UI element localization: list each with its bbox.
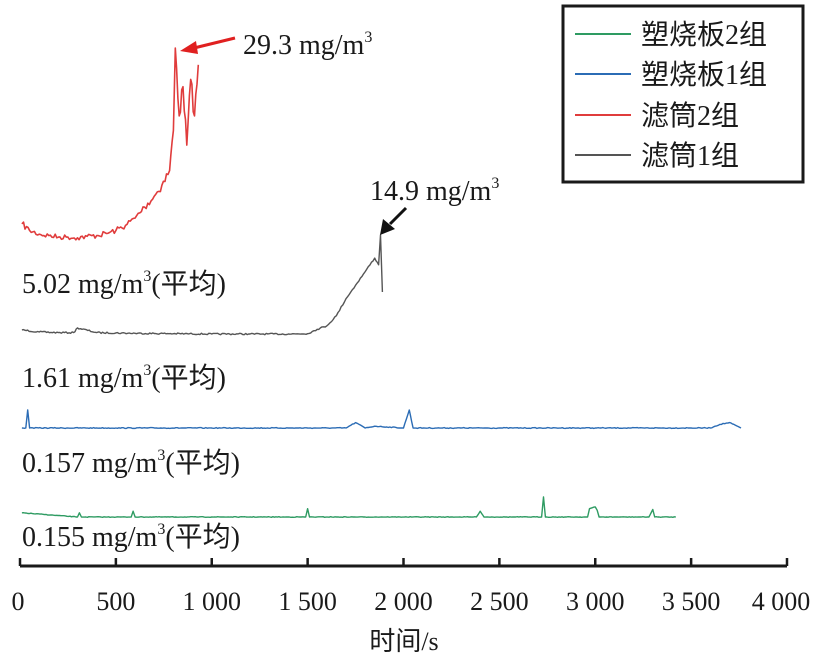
avg-label-board1-sup: 3 <box>143 362 151 379</box>
peak-arrow-red-head <box>180 41 198 54</box>
x-tick-label: 4 000 <box>752 587 811 616</box>
avg-label-board2-a-text: 0.157 mg/m <box>22 448 158 479</box>
x-tick-label: 2 000 <box>374 587 433 616</box>
avg-label-board1-text: 1.61 mg/m <box>22 363 144 394</box>
legend: 塑烧板2组 塑烧板1组 滤筒2组 滤筒1组 <box>561 4 805 184</box>
legend-frame <box>561 4 805 184</box>
legend-label-board1: 塑烧板1组 <box>641 59 767 91</box>
series-line-board1 <box>21 409 742 430</box>
annotations: 29.3 mg/m3 14.9 mg/m3 5.02 mg/m3(平均) 1.6… <box>22 29 499 553</box>
avg-label-board2-a-suffix: (平均) <box>165 447 240 479</box>
avg-label-filter1-suffix: (平均) <box>151 268 226 300</box>
x-tick-label: 0 <box>12 587 25 616</box>
peak-label-filter2-text: 29.3 mg/m <box>243 30 365 61</box>
peak-label-filter2-sup: 3 <box>364 29 372 46</box>
peak-label-filter1-sup: 3 <box>491 175 499 192</box>
series-layer <box>21 47 742 518</box>
legend-label-filter1: 滤筒1组 <box>641 140 739 172</box>
x-tick-label: 500 <box>96 587 135 616</box>
series-line-board2 <box>21 496 676 518</box>
x-axis-ticks: 0 500 1 000 1 500 2 000 2 500 3 000 3 500 4 000 <box>12 558 811 616</box>
series-line-filter2 <box>21 47 200 241</box>
legend-item-board1: 塑烧板1组 <box>575 59 767 91</box>
legend-item-filter1: 滤筒1组 <box>575 140 739 172</box>
avg-label-board2-a-sup: 3 <box>157 447 165 464</box>
avg-label-board2-b: 0.155 mg/m3(平均) <box>22 521 240 553</box>
series-line-filter1 <box>21 234 384 336</box>
avg-label-filter1: 5.02 mg/m3(平均) <box>22 268 226 300</box>
avg-label-board2-b-text: 0.155 mg/m <box>22 522 158 553</box>
avg-label-board2-b-sup: 3 <box>157 521 165 538</box>
peak-arrow-black-head <box>380 219 395 235</box>
peak-label-filter1-text: 14.9 mg/m <box>370 176 492 207</box>
avg-label-board2-a: 0.157 mg/m3(平均) <box>22 447 240 479</box>
legend-item-board2: 塑烧板2组 <box>575 19 767 51</box>
avg-label-filter1-text: 5.02 mg/m <box>22 269 144 300</box>
avg-label-filter1-sup: 3 <box>143 268 151 285</box>
peak-label-filter1: 14.9 mg/m3 <box>370 175 499 207</box>
x-tick-label: 1 000 <box>183 587 242 616</box>
avg-label-board2-b-suffix: (平均) <box>165 521 240 553</box>
x-axis-title: 时间/s <box>369 627 438 656</box>
x-tick-label: 3 000 <box>566 587 625 616</box>
x-tick-label: 1 500 <box>278 587 337 616</box>
legend-label-filter2: 滤筒2组 <box>641 100 739 132</box>
avg-label-board1: 1.61 mg/m3(平均) <box>22 362 226 394</box>
legend-item-filter2: 滤筒2组 <box>575 100 739 132</box>
x-tick-label: 3 500 <box>662 587 721 616</box>
peak-arrow-red-line <box>193 36 236 50</box>
peak-arrow-black-line <box>388 206 408 226</box>
peak-label-filter2: 29.3 mg/m3 <box>243 29 372 61</box>
x-tick-label: 2 500 <box>470 587 529 616</box>
legend-label-board2: 塑烧板2组 <box>641 19 767 51</box>
avg-label-board1-suffix: (平均) <box>151 362 226 394</box>
